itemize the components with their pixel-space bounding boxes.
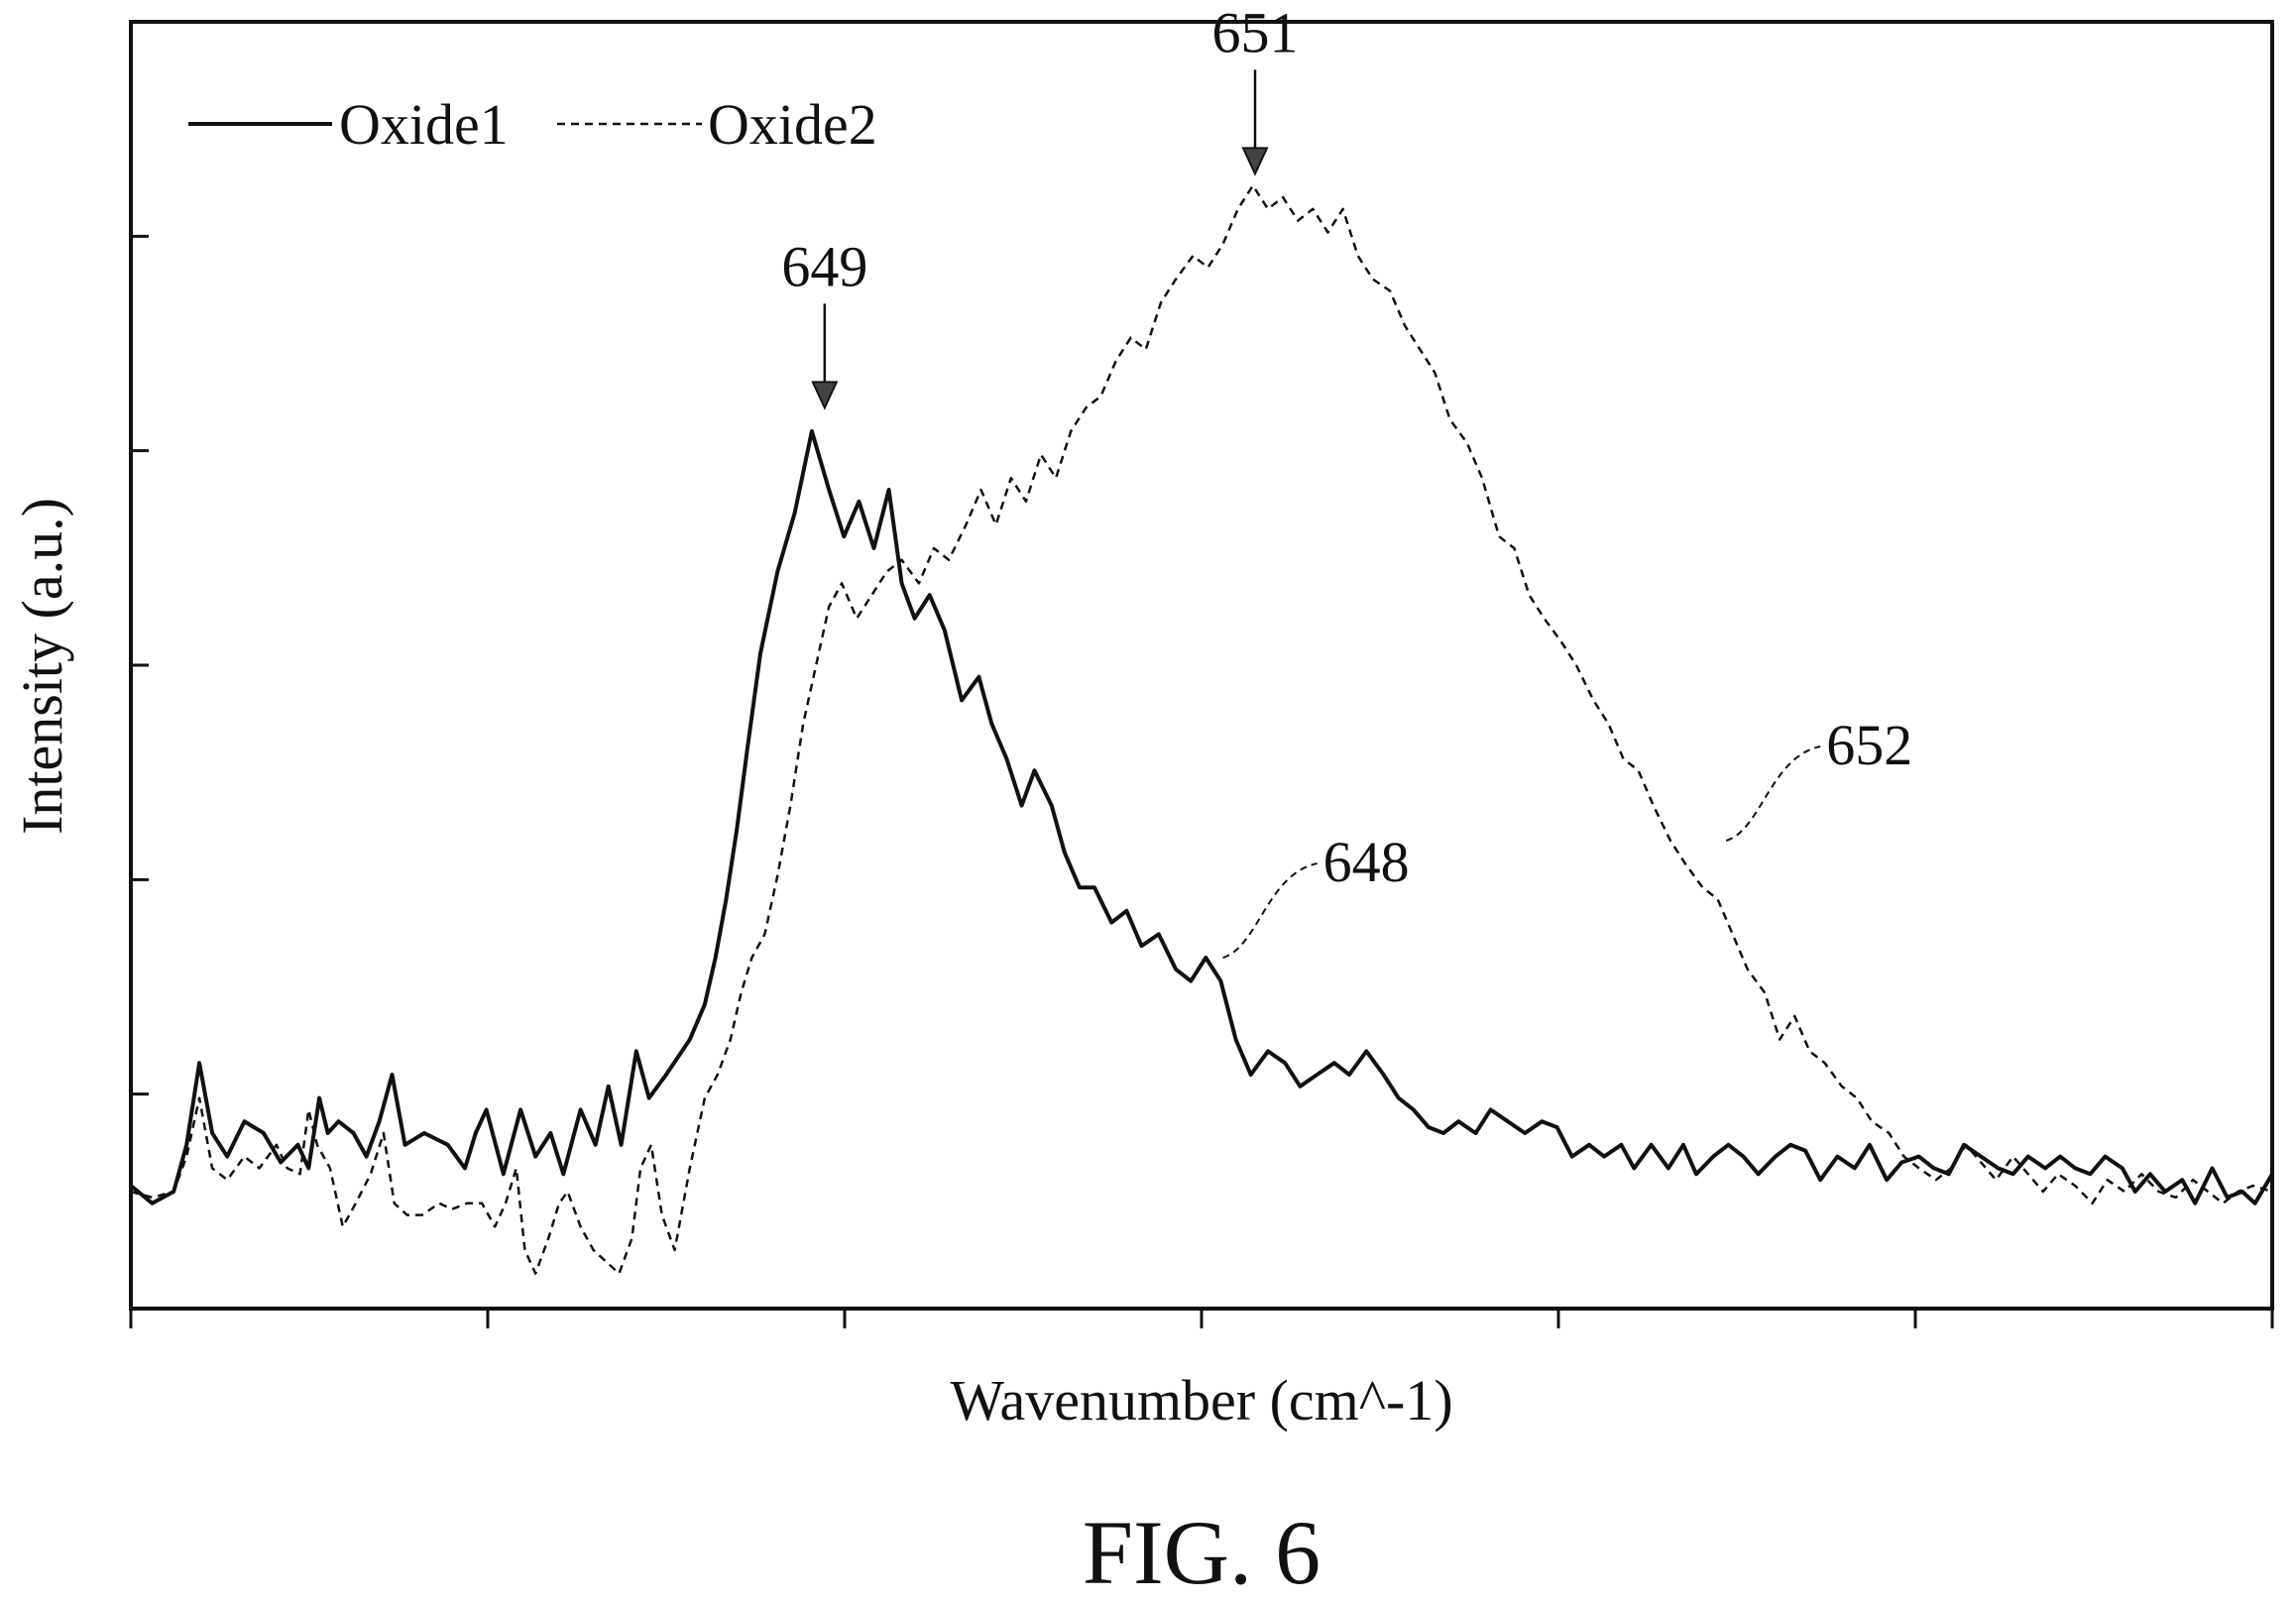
y-axis-label: Intensity (a.u.)	[10, 498, 74, 835]
annotation-leader-line	[1725, 745, 1821, 842]
series-line-oxide1	[131, 429, 2272, 1205]
annotation-leader-line	[1222, 862, 1318, 959]
annotation-label: 649	[781, 234, 867, 298]
plot-frame	[129, 20, 2274, 1311]
annotation-label: 651	[1212, 0, 1299, 64]
annotation-648: 648	[1222, 830, 1410, 959]
annotation-arrow-head	[811, 381, 839, 410]
annotation-649: 649	[781, 234, 867, 410]
legend-label-oxide2: Oxide2	[708, 92, 877, 157]
annotation-layer: 649 651 648 652	[781, 0, 1912, 959]
annotation-label: 652	[1826, 713, 1912, 777]
annotation-652: 652	[1725, 713, 1912, 842]
legend: Oxide1 Oxide2	[188, 92, 877, 157]
x-axis-label: Wavenumber (cm^-1)	[950, 1368, 1452, 1432]
y-axis-ticks	[131, 20, 149, 1311]
series-layer	[131, 183, 2272, 1275]
x-axis-ticks	[129, 1309, 2274, 1328]
annotation-arrow-head	[1241, 147, 1269, 176]
figure-caption: FIG. 6	[1083, 1502, 1320, 1603]
annotation-651: 651	[1212, 0, 1299, 176]
legend-label-oxide1: Oxide1	[339, 92, 509, 157]
annotation-label: 648	[1323, 830, 1410, 894]
series-line-oxide2	[131, 183, 2272, 1275]
